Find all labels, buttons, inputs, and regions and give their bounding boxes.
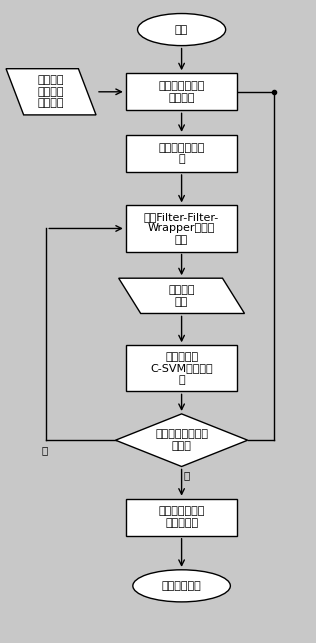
Polygon shape [6,69,96,115]
Text: 否: 否 [42,445,48,455]
Bar [126,73,237,111]
Text: 基于Filter-Filter-
Wrapper的特征
选择: 基于Filter-Filter- Wrapper的特征 选择 [144,212,219,245]
Polygon shape [119,278,245,314]
Text: 建立优化的
C-SVM车型分类
器: 建立优化的 C-SVM车型分类 器 [150,352,213,385]
Bar [126,135,237,172]
Text: 特征提取与规范
化: 特征提取与规范 化 [158,143,205,164]
Text: 建立完整的车型
识别决策树: 建立完整的车型 识别决策树 [158,507,205,528]
Ellipse shape [137,14,226,46]
Polygon shape [116,414,248,467]
Text: 最优特征
组合: 最优特征 组合 [168,285,195,307]
Text: 采集车辆
地磁感应
波形数据: 采集车辆 地磁感应 波形数据 [38,75,64,109]
Bar [126,498,237,536]
Text: 进行车型识别: 进行车型识别 [162,581,202,591]
Text: 确定分类车型及
分类模式: 确定分类车型及 分类模式 [158,81,205,103]
Bar [126,205,237,251]
Bar [126,345,237,392]
Text: 是: 是 [183,470,189,480]
Ellipse shape [133,570,230,602]
Text: 开始: 开始 [175,24,188,35]
Text: 二类车型分类器都
已建立: 二类车型分类器都 已建立 [155,430,208,451]
